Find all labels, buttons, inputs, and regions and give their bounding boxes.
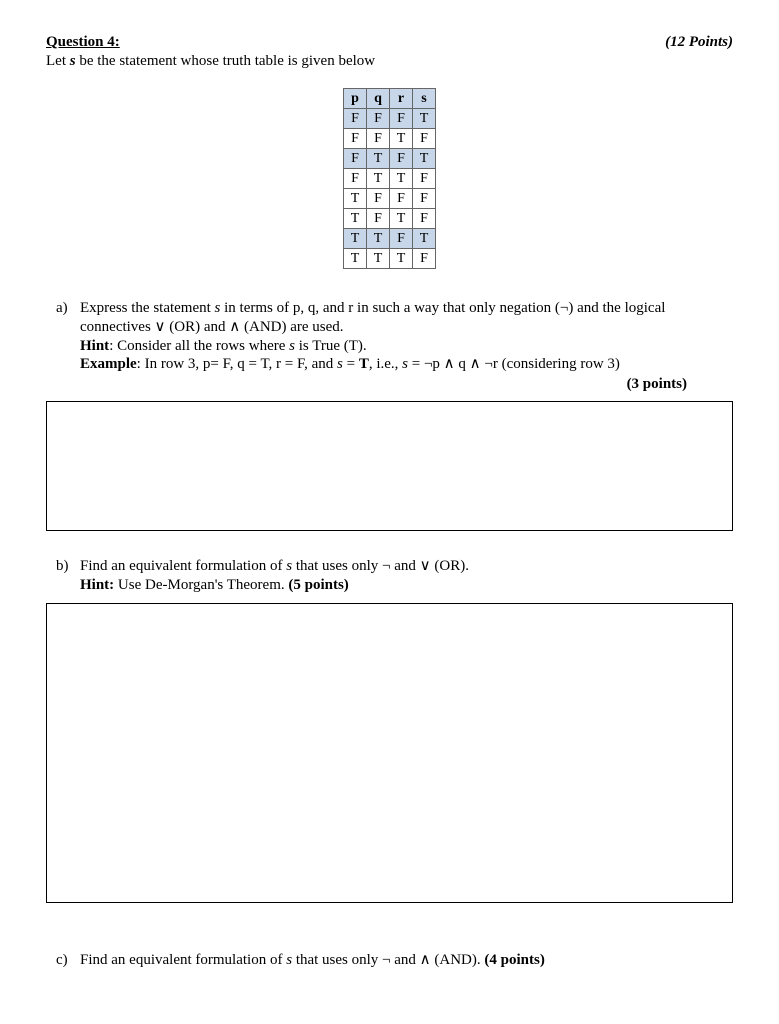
col-r: r: [390, 89, 413, 109]
cell: T: [390, 249, 413, 269]
spacer: [46, 903, 733, 951]
part-c-text-1: Find an equivalent formulation of: [80, 952, 286, 968]
part-a-example-text: : In row 3, p= F, q = T, r = F, and: [137, 356, 337, 372]
intro-prefix: Let: [46, 53, 70, 69]
part-a-example-eq: = ¬p ∧ q ∧ ¬r (considering row 3): [408, 356, 620, 372]
cell: T: [344, 229, 367, 249]
truth-table-body: F F F T F F T F F T F T F: [344, 109, 436, 269]
table-row: T T F T: [344, 229, 436, 249]
part-c-label: c): [56, 951, 68, 970]
question-points: (12 Points): [665, 34, 733, 51]
part-a-example-tail: , i.e.,: [369, 356, 402, 372]
part-a-text-1: Express the statement: [80, 300, 215, 316]
cell: T: [367, 149, 390, 169]
part-b-answer-box: [46, 603, 733, 903]
cell: T: [390, 129, 413, 149]
cell: F: [367, 209, 390, 229]
part-a-hint-text: : Consider all the rows where: [109, 338, 289, 354]
part-a: a) Express the statement s in terms of p…: [80, 299, 723, 374]
table-row: T F F F: [344, 189, 436, 209]
cell: F: [344, 129, 367, 149]
cell: F: [413, 169, 436, 189]
cell: T: [367, 169, 390, 189]
question-title: Question 4:: [46, 34, 120, 51]
page: Question 4: (12 Points) Let s be the sta…: [0, 0, 779, 1024]
part-a-answer-box: [46, 401, 733, 531]
part-b-hint-text: Use De-Morgan's Theorem.: [114, 577, 288, 593]
cell: F: [390, 109, 413, 129]
table-row: F F T F: [344, 129, 436, 149]
table-row: F T T F: [344, 169, 436, 189]
cell: F: [390, 149, 413, 169]
cell: T: [344, 249, 367, 269]
table-row: F T F T: [344, 149, 436, 169]
part-b-text-2: that uses only ¬ and ∨ (OR).: [292, 558, 469, 574]
cell: F: [390, 189, 413, 209]
part-b-label: b): [56, 557, 69, 576]
part-a-example-label: Example: [80, 356, 137, 372]
part-c-points: (4 points): [484, 952, 544, 968]
truth-table-head: p q r s: [344, 89, 436, 109]
cell: T: [413, 229, 436, 249]
cell: T: [390, 209, 413, 229]
table-row: T T T F: [344, 249, 436, 269]
cell: T: [413, 109, 436, 129]
truth-table-container: p q r s F F F T F F T F: [46, 88, 733, 269]
cell: F: [344, 169, 367, 189]
part-b-points: (5 points): [288, 577, 348, 593]
intro-suffix: be the statement whose truth table is gi…: [76, 53, 376, 69]
part-b-text-1: Find an equivalent formulation of: [80, 558, 286, 574]
cell: F: [390, 229, 413, 249]
truth-table: p q r s F F F T F F T F: [343, 88, 436, 269]
cell: T: [344, 189, 367, 209]
part-b-hint-label: Hint:: [80, 577, 114, 593]
cell: F: [413, 129, 436, 149]
part-c-text-2: that uses only ¬ and ∧ (AND).: [292, 952, 484, 968]
table-row: T F T F: [344, 209, 436, 229]
part-a-hint-label: Hint: [80, 338, 109, 354]
cell: F: [413, 249, 436, 269]
cell: T: [413, 149, 436, 169]
table-row: F F F T: [344, 109, 436, 129]
cell: F: [413, 209, 436, 229]
cell: F: [344, 149, 367, 169]
part-b: b) Find an equivalent formulation of s t…: [80, 557, 723, 595]
cell: T: [390, 169, 413, 189]
part-a-label: a): [56, 299, 68, 318]
cell: T: [367, 229, 390, 249]
col-q: q: [367, 89, 390, 109]
question-header: Question 4: (12 Points): [46, 34, 733, 51]
part-a-points: (3 points): [46, 376, 687, 393]
part-a-hint-tail: is True (T).: [295, 338, 367, 354]
cell: F: [344, 109, 367, 129]
col-p: p: [344, 89, 367, 109]
cell: F: [367, 109, 390, 129]
part-a-example-mid: =: [343, 356, 359, 372]
truth-table-header-row: p q r s: [344, 89, 436, 109]
part-c: c) Find an equivalent formulation of s t…: [80, 951, 723, 970]
cell: T: [344, 209, 367, 229]
cell: F: [413, 189, 436, 209]
cell: F: [367, 129, 390, 149]
spacer: [46, 531, 733, 557]
question-intro: Let s be the statement whose truth table…: [46, 53, 733, 70]
col-s: s: [413, 89, 436, 109]
part-a-example-T: T: [359, 356, 369, 372]
cell: T: [367, 249, 390, 269]
cell: F: [367, 189, 390, 209]
